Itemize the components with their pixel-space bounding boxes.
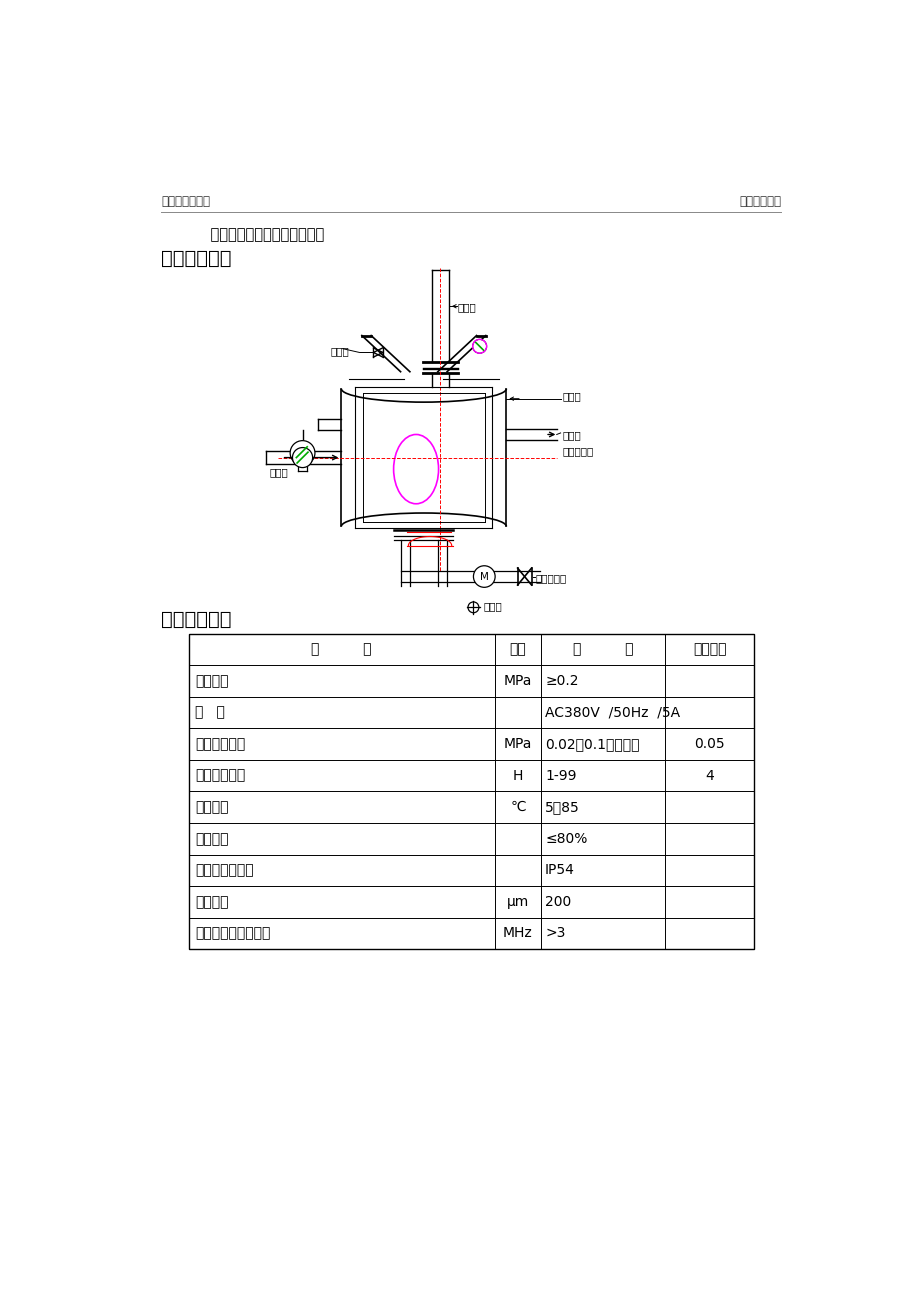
Text: 定时排污时间: 定时排污时间 [195,769,244,783]
Text: 进水口: 进水口 [269,467,289,476]
Text: 电动排污阀: 电动排污阀 [535,572,566,583]
Text: 1-99: 1-99 [545,769,576,783]
Circle shape [472,340,486,354]
Text: 三、设备总图: 三、设备总图 [162,248,232,268]
Text: >3: >3 [545,926,565,941]
Text: 放水阀: 放水阀 [483,601,502,611]
Text: 5～85: 5～85 [545,800,579,814]
Circle shape [473,566,494,587]
Text: H: H [512,769,523,783]
Text: 单位: 单位 [509,643,526,656]
Text: IP54: IP54 [545,864,574,877]
Circle shape [289,441,314,466]
Text: 4: 4 [705,769,713,783]
Text: ≤80%: ≤80% [545,831,587,846]
Text: MHz: MHz [503,926,532,941]
Text: ℃: ℃ [510,800,526,814]
Text: 控制箱: 控制箱 [562,392,580,401]
Text: 200: 200 [545,895,571,909]
Text: 出水口: 出水口 [562,431,580,441]
Text: 0.05: 0.05 [694,736,724,751]
Text: 电动阀门：采用上海蓝帽品牌: 电动阀门：采用上海蓝帽品牌 [192,226,324,242]
Bar [188,634,754,950]
Text: 过滤精度: 过滤精度 [195,895,228,909]
Text: ≥0.2: ≥0.2 [545,674,578,688]
Text: 电   源: 电 源 [195,705,224,719]
Text: 全效水处理机组: 全效水处理机组 [162,195,210,208]
Text: 安装使用手册: 安装使用手册 [739,195,780,208]
Text: 介质温度: 介质温度 [195,800,228,814]
Text: 电控箱防护等级: 电控箱防护等级 [195,864,253,877]
Text: 放气阀: 放气阀 [331,346,349,356]
Text: AC380V  /50Hz  /5A: AC380V /50Hz /5A [545,705,679,719]
Text: 空气湿度: 空气湿度 [195,831,228,846]
Text: 出厂数值: 出厂数值 [692,643,726,656]
Circle shape [292,448,312,467]
Text: 参          数: 参 数 [312,643,371,656]
Text: 0.02～0.1（可调）: 0.02～0.1（可调） [545,736,639,751]
Text: 四、设计参数: 四、设计参数 [162,610,232,630]
Text: 高频发生器输出频率: 高频发生器输出频率 [195,926,270,941]
Text: 高频发生器: 高频发生器 [562,446,593,457]
Text: μm: μm [506,895,528,909]
Text: 设定压差范围: 设定压差范围 [195,736,244,751]
Text: M: M [480,571,488,582]
Text: MPa: MPa [504,736,531,751]
Text: 数          值: 数 值 [573,643,633,656]
Text: 减速机: 减速机 [457,302,476,312]
Text: 使用压力: 使用压力 [195,674,228,688]
Text: MPa: MPa [504,674,531,688]
